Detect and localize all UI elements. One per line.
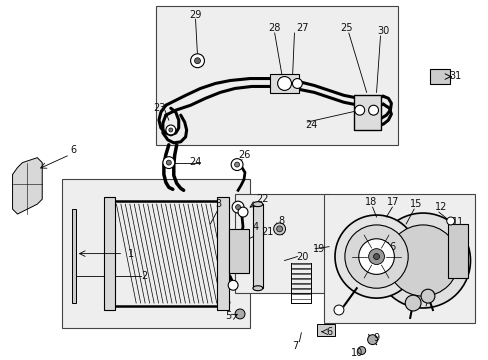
Circle shape <box>344 225 407 288</box>
Bar <box>103 197 115 310</box>
Circle shape <box>375 213 469 308</box>
Text: 13: 13 <box>423 291 435 301</box>
Text: 19: 19 <box>312 244 325 254</box>
Text: 21: 21 <box>261 227 273 237</box>
Circle shape <box>273 223 285 235</box>
Circle shape <box>420 289 434 303</box>
Bar <box>269 73 299 93</box>
Bar <box>252 204 262 288</box>
Text: 28: 28 <box>268 23 280 33</box>
Circle shape <box>368 105 378 115</box>
Text: 15: 15 <box>409 199 422 209</box>
Circle shape <box>234 162 239 167</box>
Circle shape <box>292 78 302 89</box>
Circle shape <box>373 253 379 260</box>
Circle shape <box>405 295 420 311</box>
Circle shape <box>367 335 377 345</box>
Ellipse shape <box>252 202 262 207</box>
Text: 6: 6 <box>325 327 331 337</box>
Circle shape <box>358 239 393 274</box>
Circle shape <box>238 207 247 217</box>
Bar <box>156 6 398 145</box>
Text: 26: 26 <box>237 150 250 160</box>
Text: 2: 2 <box>141 271 147 282</box>
Text: 17: 17 <box>386 197 399 207</box>
Bar <box>317 324 334 336</box>
Ellipse shape <box>252 286 262 291</box>
Text: 14: 14 <box>370 264 382 274</box>
Circle shape <box>357 347 365 355</box>
Circle shape <box>354 105 364 115</box>
Circle shape <box>446 217 454 225</box>
Bar <box>229 229 248 273</box>
Text: 9: 9 <box>373 333 379 343</box>
Text: 30: 30 <box>377 26 389 36</box>
Circle shape <box>190 54 204 68</box>
Circle shape <box>334 215 417 298</box>
Bar <box>324 194 474 323</box>
Text: 23: 23 <box>152 103 165 113</box>
Circle shape <box>235 309 244 319</box>
Circle shape <box>276 226 282 232</box>
Bar <box>217 197 229 310</box>
Circle shape <box>228 280 238 290</box>
Text: 16: 16 <box>385 242 397 252</box>
Bar <box>235 194 328 293</box>
Bar <box>447 224 467 278</box>
Text: 11: 11 <box>450 217 463 227</box>
Text: 8: 8 <box>278 216 284 226</box>
Text: 24: 24 <box>189 157 202 167</box>
Circle shape <box>235 204 240 210</box>
Text: 4: 4 <box>252 222 259 232</box>
Circle shape <box>165 125 175 135</box>
Polygon shape <box>13 158 42 214</box>
Text: 25: 25 <box>340 23 352 33</box>
Text: 18: 18 <box>364 197 376 207</box>
Text: 31: 31 <box>448 71 461 81</box>
Text: 1: 1 <box>128 249 134 258</box>
Text: 10: 10 <box>350 347 362 357</box>
Circle shape <box>368 249 384 265</box>
Text: 6: 6 <box>71 145 77 155</box>
Circle shape <box>277 77 291 90</box>
Text: 20: 20 <box>296 252 308 262</box>
Bar <box>353 95 381 130</box>
Text: 12: 12 <box>434 202 446 212</box>
Circle shape <box>231 159 243 171</box>
Circle shape <box>386 225 458 296</box>
Circle shape <box>168 128 172 132</box>
Text: 22: 22 <box>256 194 268 204</box>
Text: 7: 7 <box>292 341 298 351</box>
Circle shape <box>194 58 200 64</box>
Text: 27: 27 <box>296 23 308 33</box>
Text: 24: 24 <box>305 120 317 130</box>
Bar <box>429 69 449 85</box>
Text: 3: 3 <box>215 199 221 209</box>
Text: 29: 29 <box>189 10 202 20</box>
Circle shape <box>333 305 343 315</box>
Text: 5: 5 <box>224 311 231 321</box>
Circle shape <box>232 201 244 213</box>
Circle shape <box>163 157 174 168</box>
Circle shape <box>166 160 171 165</box>
Bar <box>72 209 76 303</box>
Bar <box>62 179 249 328</box>
